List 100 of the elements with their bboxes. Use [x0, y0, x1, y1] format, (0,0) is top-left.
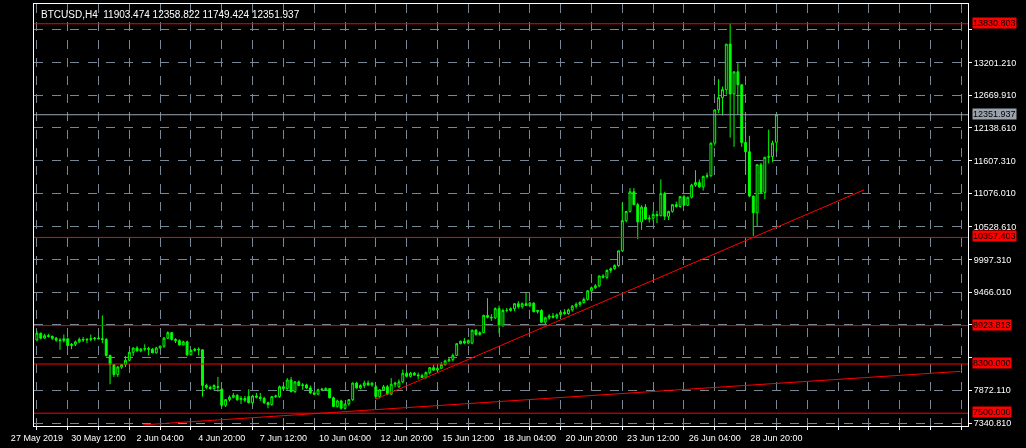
y-tick-label: 12138.610	[973, 123, 1017, 134]
candlestick	[170, 331, 174, 342]
ref-line-label: 8923.813	[973, 320, 1011, 330]
x-tick-label: 23 Jun 12:00	[627, 432, 680, 443]
candlestick	[47, 333, 50, 339]
candlestick	[93, 336, 97, 342]
candlestick	[66, 337, 70, 347]
candlestick	[547, 313, 551, 321]
candlestick	[540, 308, 543, 324]
candlestick	[678, 196, 682, 209]
candlestick	[143, 343, 147, 352]
candlestick	[305, 383, 308, 390]
x-tick-label: 12 Jun 20:00	[380, 432, 433, 443]
candlestick	[343, 403, 347, 411]
candlestick	[301, 382, 305, 391]
candlestick	[285, 377, 289, 391]
x-tick-label: 30 May 12:00	[71, 432, 126, 443]
text: BTCUSD,H4 11903.474 12358.822 11749.424 12351.937	[41, 9, 300, 21]
candlestick	[682, 194, 686, 207]
y-tick-label: 12669.910	[973, 90, 1017, 101]
x-tick-label: 4 Jun 20:00	[198, 432, 246, 443]
ref-line-label: 12351.937	[973, 109, 1016, 119]
candlestick	[231, 392, 235, 399]
candlestick	[262, 396, 266, 405]
candlestick	[470, 329, 474, 345]
candlestick	[436, 366, 439, 373]
candlestick	[39, 332, 43, 340]
candlestick	[335, 399, 339, 409]
candlestick	[551, 312, 555, 319]
candlestick	[77, 337, 81, 343]
candlestick	[532, 301, 536, 313]
candlestick	[116, 365, 120, 378]
candlestick	[177, 338, 181, 347]
x-tick-label: 20 Jun 20:00	[565, 432, 618, 443]
candlestick	[73, 340, 77, 347]
candlestick	[566, 308, 570, 316]
candlestick	[358, 383, 362, 389]
candlestick	[339, 399, 343, 411]
candlestick	[701, 175, 705, 192]
candlestick	[432, 364, 436, 372]
y-tick-label: 11076.010	[973, 188, 1016, 199]
candlestick	[201, 348, 204, 398]
candlestick	[509, 306, 513, 313]
candlestick	[258, 392, 262, 402]
y-tick-label: 11607.310	[973, 155, 1016, 166]
candlestick	[320, 387, 324, 392]
candlestick	[50, 335, 54, 341]
candlestick	[235, 393, 239, 402]
y-tick-label: 13201.210	[973, 57, 1017, 68]
candlestick	[58, 337, 62, 351]
candlestick	[139, 347, 143, 353]
candlestick	[409, 371, 412, 379]
x-tick-label: 7 Jun 12:00	[259, 432, 307, 443]
candlestick	[555, 313, 559, 320]
candlestick	[497, 305, 501, 334]
candlestick	[574, 301, 578, 310]
candlestick	[374, 384, 378, 400]
y-tick-label: 7872.110	[973, 385, 1011, 396]
candlestick	[586, 289, 590, 302]
x-tick-label: 18 Jun 04:00	[503, 432, 556, 443]
candlestick	[278, 385, 281, 399]
candlestick	[405, 371, 409, 379]
candlestick	[150, 347, 154, 354]
candlestick	[81, 336, 85, 343]
x-tick-label: 26 Jun 04:00	[688, 432, 741, 443]
candlestick	[420, 373, 424, 379]
candlestick	[401, 369, 405, 384]
candlestick	[651, 210, 655, 222]
candlestick	[127, 351, 131, 363]
candlestick	[208, 385, 212, 391]
candlestick	[563, 308, 566, 316]
candlestick	[308, 385, 312, 395]
candlestick	[570, 304, 574, 313]
candlestick	[147, 346, 151, 356]
candlestick	[43, 333, 47, 339]
candlestick	[228, 394, 231, 403]
y-tick-label: 9997.310	[973, 254, 1012, 265]
candlestick	[389, 377, 393, 396]
candlestick	[605, 268, 609, 280]
candlestick	[89, 333, 93, 342]
x-tick-label: 2 Jun 04:00	[136, 432, 184, 443]
x-tick-label: 15 Jun 12:00	[442, 432, 495, 443]
candlestick	[185, 340, 189, 357]
candlestick	[428, 366, 432, 375]
candlestick	[412, 371, 416, 377]
candlestick	[597, 274, 601, 288]
candlestick	[293, 380, 297, 394]
ref-line-label: 10357.403	[973, 231, 1016, 241]
x-tick-label: 28 Jun 20:00	[750, 432, 803, 443]
candlestick	[378, 388, 382, 399]
candlestick	[270, 395, 274, 407]
ref-line-label: 8300.000	[973, 358, 1011, 368]
x-tick-label: 27 May 2019	[10, 432, 63, 443]
candlestick	[85, 337, 89, 344]
candlestick	[362, 380, 366, 389]
y-tick-label: 10528.610	[973, 222, 1017, 233]
candlestick	[312, 390, 316, 396]
candlestick	[316, 388, 320, 396]
candlestick	[559, 310, 563, 318]
candlestick	[447, 357, 451, 363]
